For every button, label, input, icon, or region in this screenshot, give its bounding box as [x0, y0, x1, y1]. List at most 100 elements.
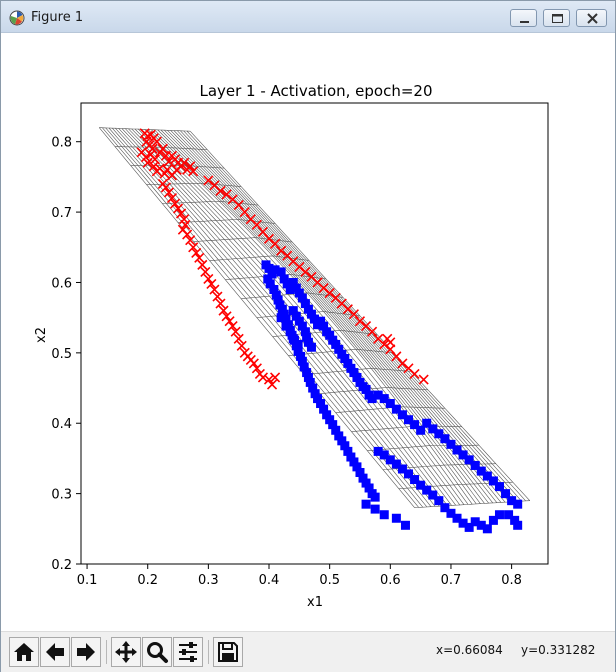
scatter-point-x: [263, 374, 275, 385]
scatter-point-square: [281, 314, 291, 324]
mesh-line: [193, 237, 293, 243]
scatter-point-square: [373, 390, 383, 400]
scatter-point-x: [185, 161, 196, 172]
x-tick-label: 0.1: [77, 573, 98, 588]
back-button[interactable]: [40, 637, 70, 667]
sliders-icon: [179, 642, 197, 662]
scatter-point-square: [296, 351, 306, 361]
scatter-point-x: [397, 358, 408, 369]
scatter-point-square: [302, 368, 312, 378]
scatter-point-square: [276, 267, 286, 277]
scatter-point-square: [349, 368, 359, 378]
scatter-point-square: [325, 330, 335, 340]
scatter-point-square: [410, 420, 420, 430]
scatter-point-square: [404, 415, 414, 425]
scatter-point-square: [385, 455, 395, 465]
scatter-point-square: [464, 455, 474, 465]
scatter-point-square: [285, 285, 295, 295]
scatter-point-square: [331, 339, 341, 349]
x-axis-ticks: 0.1 0.2 0.3 0.4 0.5 0.6 0.7 0.8: [77, 564, 522, 588]
scatter-point-square: [319, 404, 329, 414]
scatter-point-square: [325, 415, 335, 425]
scatter-point-square: [288, 277, 298, 287]
navigation-toolbar: x=0.66084 y=0.331282: [1, 631, 615, 672]
pan-button[interactable]: [111, 637, 141, 667]
y-tick-label: 0.6: [51, 276, 72, 291]
scatter-point-square: [397, 464, 407, 474]
scatter-point-x: [224, 316, 235, 327]
mesh-line: [111, 127, 432, 507]
scatter-point-square: [446, 508, 456, 518]
scatter-point-square: [273, 295, 283, 305]
save-button[interactable]: [213, 637, 243, 667]
scatter-point-square: [297, 293, 307, 303]
scatter-point-square: [305, 377, 315, 387]
x-axis-label: x1: [307, 595, 323, 610]
scatter-point-square: [428, 424, 438, 434]
scatter-point-square: [276, 313, 286, 323]
scatter-point-x: [188, 242, 199, 253]
scatter-point-square: [343, 446, 353, 456]
scatter-point-square: [358, 473, 368, 483]
y-axis-label: x2: [34, 327, 49, 343]
scatter-point-square: [294, 288, 304, 298]
axes-frame: [80, 102, 549, 565]
home-button[interactable]: [9, 637, 39, 667]
scatter-point-x: [206, 278, 217, 289]
scatter-point-x: [197, 259, 208, 270]
close-button[interactable]: [576, 9, 607, 27]
scatter-point-x: [418, 374, 429, 385]
x-tick-label: 0.8: [501, 573, 522, 588]
scatter-point-square: [458, 450, 468, 460]
scatter-point-square: [319, 321, 329, 331]
scatter-point-square: [303, 304, 313, 314]
scatter-point-square: [277, 304, 287, 314]
figure-canvas[interactable]: Layer 1 - Activation, epoch=20 0.1 0.2 0.3…: [1, 34, 615, 631]
scatter-point-x: [163, 187, 175, 198]
mesh-line: [335, 406, 445, 413]
magnifier-icon: [147, 642, 168, 663]
scatter-point-square: [285, 327, 295, 337]
scatter-point-square: [297, 356, 307, 366]
scatter-point-x: [182, 229, 193, 240]
scatter-point-square: [370, 504, 380, 514]
scatter-point-x: [263, 233, 275, 244]
scatter-point-square: [291, 283, 301, 293]
forward-button[interactable]: [71, 637, 101, 667]
scatter-point-x: [171, 164, 182, 175]
scatter-point-x: [188, 166, 199, 177]
maximize-button[interactable]: [543, 9, 570, 27]
scatter-point-x: [215, 185, 226, 197]
mesh-line: [141, 129, 469, 505]
scatter-point-square: [282, 279, 292, 289]
scatter-point-x: [212, 291, 223, 302]
scatter-point-x: [257, 372, 269, 383]
minimize-button[interactable]: [510, 9, 537, 27]
maximize-icon: [552, 14, 563, 23]
scatter-point-square: [281, 321, 291, 331]
scatter-point-x: [200, 266, 211, 277]
scatter-point-x: [221, 311, 232, 322]
scatter-point-square: [404, 469, 414, 479]
window-title: Figure 1: [31, 10, 84, 25]
x-tick-label: 0.5: [319, 573, 340, 588]
x-tick-label: 0.2: [137, 573, 158, 588]
scatter-point-square: [452, 445, 462, 455]
x-coordinate-readout: x=0.66084: [436, 643, 503, 657]
y-axis-ticks: 0.2 0.3 0.4 0.5 0.6 0.7 0.8: [51, 136, 81, 573]
scatter-point-square: [470, 460, 480, 470]
scatter-point-x: [276, 245, 287, 256]
scatter-point-square: [397, 410, 407, 420]
zoom-button[interactable]: [142, 637, 172, 667]
y-tick-label: 0.3: [51, 488, 72, 503]
scatter-point-square: [379, 510, 389, 520]
mesh-line: [160, 129, 494, 504]
scatter-point-square: [422, 485, 432, 495]
scatter-point-square: [294, 316, 304, 326]
scatter-point-x: [233, 333, 244, 344]
scatter-point-square: [458, 518, 468, 528]
scatter-point-x: [142, 157, 153, 168]
scatter-point-x: [160, 182, 171, 193]
title-bar[interactable]: Figure 1: [1, 1, 615, 33]
configure-subplots-button[interactable]: [173, 637, 203, 667]
